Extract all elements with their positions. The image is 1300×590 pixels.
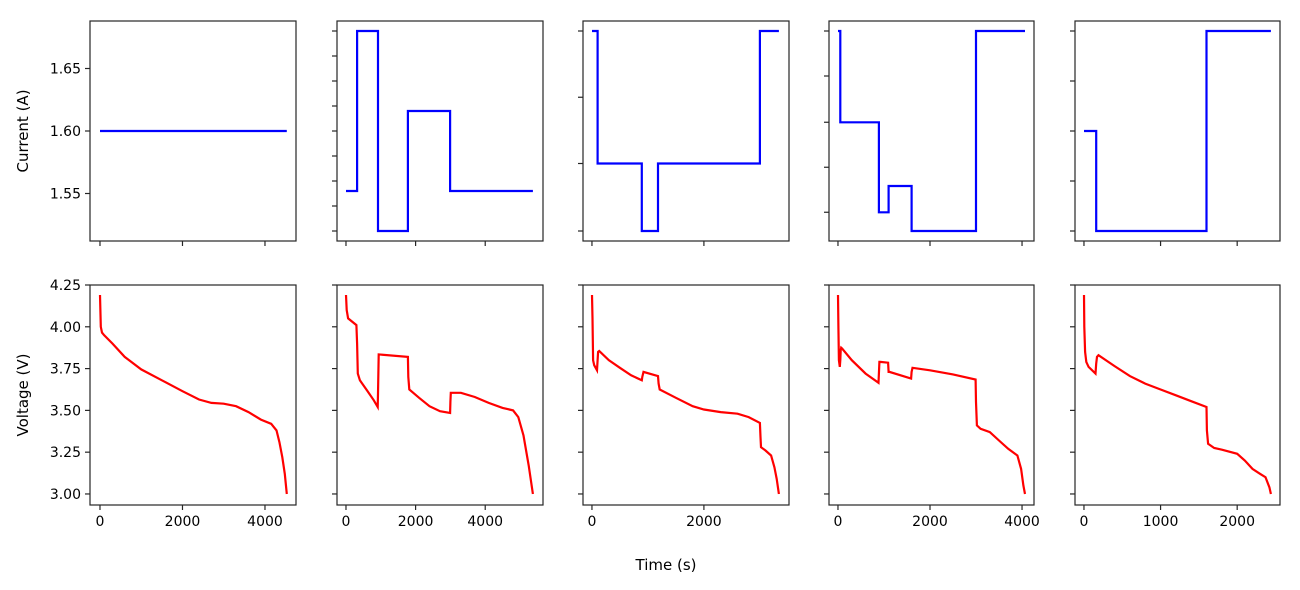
x-tick-label: 0: [1080, 514, 1089, 530]
current-axis-label: Current (A): [14, 89, 32, 172]
x-tick-label: 0: [342, 514, 351, 530]
y-tick-label: 4.00: [50, 320, 81, 336]
subplot-grid: 1.55 1.60 1.65 0 2000 4000 3.00 3.25 3.50 3.75 4.0…: [50, 20, 1281, 530]
subplot-voltage-2: 0 2000 4000: [332, 284, 544, 530]
voltage-line: [98, 294, 288, 495]
voltage-line: [590, 294, 780, 495]
x-tick-label: 1000: [1143, 514, 1179, 530]
axes-frame: [582, 284, 790, 506]
subplot-current-3: [578, 20, 790, 246]
y-tick-label: 1.60: [50, 124, 81, 140]
x-tick-label: 4000: [1004, 514, 1040, 530]
x-tick-label: 2000: [165, 514, 201, 530]
voltage-line: [344, 294, 534, 495]
subplot-voltage-4: 0 2000 4000: [824, 284, 1040, 530]
x-tick-label: 4000: [247, 514, 283, 530]
y-tick-label: 1.55: [50, 187, 81, 203]
axes-frame: [1074, 20, 1281, 242]
subplot-current-4: [824, 20, 1035, 246]
current-line: [346, 29, 533, 233]
x-tick-label: 2000: [912, 514, 948, 530]
x-tick-label: 4000: [467, 514, 503, 530]
axes-frame: [336, 284, 544, 506]
y-tick-label: 3.00: [50, 487, 81, 503]
voltage-axis-label: Voltage (V): [14, 354, 32, 437]
x-tick-label: 0: [834, 514, 843, 530]
y-tick-label: 3.50: [50, 403, 81, 419]
voltage-line: [836, 294, 1027, 495]
subplot-current-1: 1.55 1.60 1.65: [50, 20, 297, 246]
axes-frame: [336, 20, 544, 242]
y-tick-label: 1.65: [50, 62, 81, 78]
y-tick-label: 3.75: [50, 362, 81, 378]
subplot-voltage-1: 0 2000 4000 3.00 3.25 3.50 3.75 4.00 4.25: [50, 278, 297, 530]
x-tick-label: 2000: [686, 514, 722, 530]
current-line: [1084, 29, 1271, 233]
axes-frame: [582, 20, 790, 242]
x-tick-label: 2000: [1219, 514, 1255, 530]
current-line: [592, 29, 779, 233]
x-tick-label: 2000: [398, 514, 434, 530]
current-line: [838, 29, 1025, 233]
subplot-current-5: [1070, 20, 1281, 246]
axes-frame: [1074, 284, 1281, 506]
x-tick-label: 0: [96, 514, 105, 530]
y-tick-label: 3.25: [50, 445, 81, 461]
time-axis-label: Time (s): [635, 556, 697, 574]
axes-frame: [89, 284, 297, 506]
axes-frame: [828, 284, 1035, 506]
voltage-line: [1082, 294, 1272, 495]
y-tick-label: 4.25: [50, 278, 81, 294]
x-tick-label: 0: [587, 514, 596, 530]
axes-frame: [828, 20, 1035, 242]
subplot-voltage-5: 0 1000 2000: [1070, 284, 1281, 530]
subplot-voltage-3: 0 2000: [578, 284, 790, 530]
subplot-current-2: [332, 20, 544, 246]
